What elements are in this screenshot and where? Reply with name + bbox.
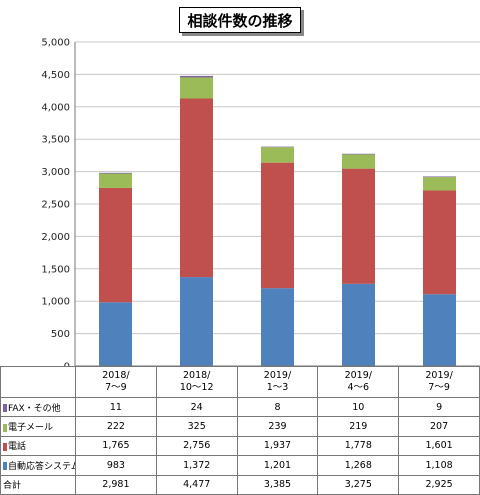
y-tick-label: 0 (64, 362, 70, 367)
table-row: 電話 1,765 2,756 1,937 1,778 1,601 (0, 435, 480, 457)
data-label: 239 (236, 416, 319, 437)
bar-segment-series-2-cat-1 (180, 77, 213, 99)
data-label: 219 (317, 416, 400, 437)
bar-segment-series-0-cat-0 (99, 302, 132, 366)
data-label: 207 (398, 416, 480, 437)
data-label: 1,765 (75, 435, 157, 457)
y-tick-label: 3,000 (41, 167, 70, 178)
y-tick-label: 2,500 (41, 200, 70, 211)
y-tick-label: 2,000 (41, 232, 70, 243)
bar-segment-series-1-cat-4 (423, 190, 456, 295)
data-label: 2,925 (398, 474, 480, 495)
y-tick-label: 4,500 (41, 70, 70, 81)
data-label: 222 (75, 416, 157, 437)
x-category-label: 2019/7～9 (398, 366, 480, 398)
data-label: 983 (75, 455, 157, 476)
bar-segment-series-2-cat-3 (342, 154, 375, 169)
y-tick-label: 1,500 (41, 264, 70, 275)
data-label: 1,372 (155, 455, 238, 476)
legend-swatch (3, 404, 7, 413)
legend-swatch (3, 423, 7, 432)
data-label: 325 (155, 416, 238, 437)
table-header-row: 2018/7～9 2018/10～12 2019/1～3 2019/4～6 2019/7… (0, 366, 480, 398)
bar-segment-series-1-cat-3 (342, 168, 375, 284)
y-axis-ticks: 0 500 1,000 1,500 2,000 2,500 3,000 3,500 4,000 4… (41, 38, 70, 367)
legend-entry: 電話 (0, 435, 76, 457)
data-table: 2018/7～9 2018/10～12 2019/1～3 2019/4～6 2019/7… (0, 366, 480, 495)
data-label: 3,275 (317, 474, 400, 495)
y-tick-label: 500 (51, 329, 70, 340)
table-row: FAX・その他 11 24 8 10 9 (0, 396, 480, 418)
data-label: 1,108 (398, 455, 480, 476)
table-corner-cell (0, 366, 76, 398)
x-category-label: 2018/7～9 (75, 366, 157, 398)
data-label: 1,778 (317, 435, 400, 457)
bar-segment-series-1-cat-2 (261, 162, 294, 289)
y-tick-label: 3,500 (41, 135, 70, 146)
x-category-label: 2018/10～12 (155, 366, 238, 398)
data-label: 4,477 (155, 474, 238, 495)
bar-segment-series-3-cat-4 (423, 176, 456, 178)
bar-segment-series-0-cat-3 (342, 283, 375, 366)
bar-segment-series-0-cat-1 (180, 277, 213, 366)
bar-segment-series-1-cat-0 (99, 187, 132, 303)
bar-segment-series-3-cat-3 (342, 153, 375, 155)
data-label: 2,981 (75, 474, 157, 495)
data-label: 11 (75, 396, 157, 418)
bar-segment-series-2-cat-4 (423, 177, 456, 191)
bar-segment-series-2-cat-0 (99, 173, 132, 188)
chart-title: 相談件数の推移 (179, 7, 301, 33)
data-label: 1,268 (317, 455, 400, 476)
data-label: 9 (398, 396, 480, 418)
legend-swatch (3, 442, 7, 451)
y-tick-label: 1,000 (41, 297, 70, 308)
y-tick-label: 4,000 (41, 102, 70, 113)
bar-segment-series-3-cat-1 (180, 75, 213, 78)
legend-swatch (3, 462, 7, 471)
data-label: 1,601 (398, 435, 480, 457)
stacked-bar-chart: 0 500 1,000 1,500 2,000 2,500 3,000 3,500 4,000 4… (41, 38, 480, 367)
bars (99, 75, 456, 366)
table-row: 自動応答システム 983 1,372 1,201 1,268 1,108 (0, 455, 480, 476)
bar-segment-series-0-cat-2 (261, 288, 294, 366)
data-label: 24 (155, 396, 238, 418)
bar-segment-series-2-cat-2 (261, 147, 294, 163)
bar-segment-series-3-cat-0 (99, 172, 132, 174)
legend-entry: 合計 (0, 474, 76, 495)
data-label: 3,385 (236, 474, 319, 495)
data-label: 8 (236, 396, 319, 418)
bar-segment-series-1-cat-1 (180, 98, 213, 278)
bar-segment-series-3-cat-2 (261, 146, 294, 148)
y-tick-label: 5,000 (41, 38, 70, 49)
x-category-label: 2019/1～3 (236, 366, 319, 398)
legend-entry: 電子メール (0, 416, 76, 437)
table-row: 合計 2,981 4,477 3,385 3,275 2,925 (0, 474, 480, 495)
data-label: 2,756 (155, 435, 238, 457)
bar-segment-series-0-cat-4 (423, 294, 456, 366)
data-label: 1,201 (236, 455, 319, 476)
x-category-label: 2019/4～6 (317, 366, 400, 398)
legend-entry: FAX・その他 (0, 396, 76, 418)
data-label: 10 (317, 396, 400, 418)
legend-entry: 自動応答システム (0, 455, 76, 476)
table-row: 電子メール 222 325 239 219 207 (0, 416, 480, 437)
data-label: 1,937 (236, 435, 319, 457)
